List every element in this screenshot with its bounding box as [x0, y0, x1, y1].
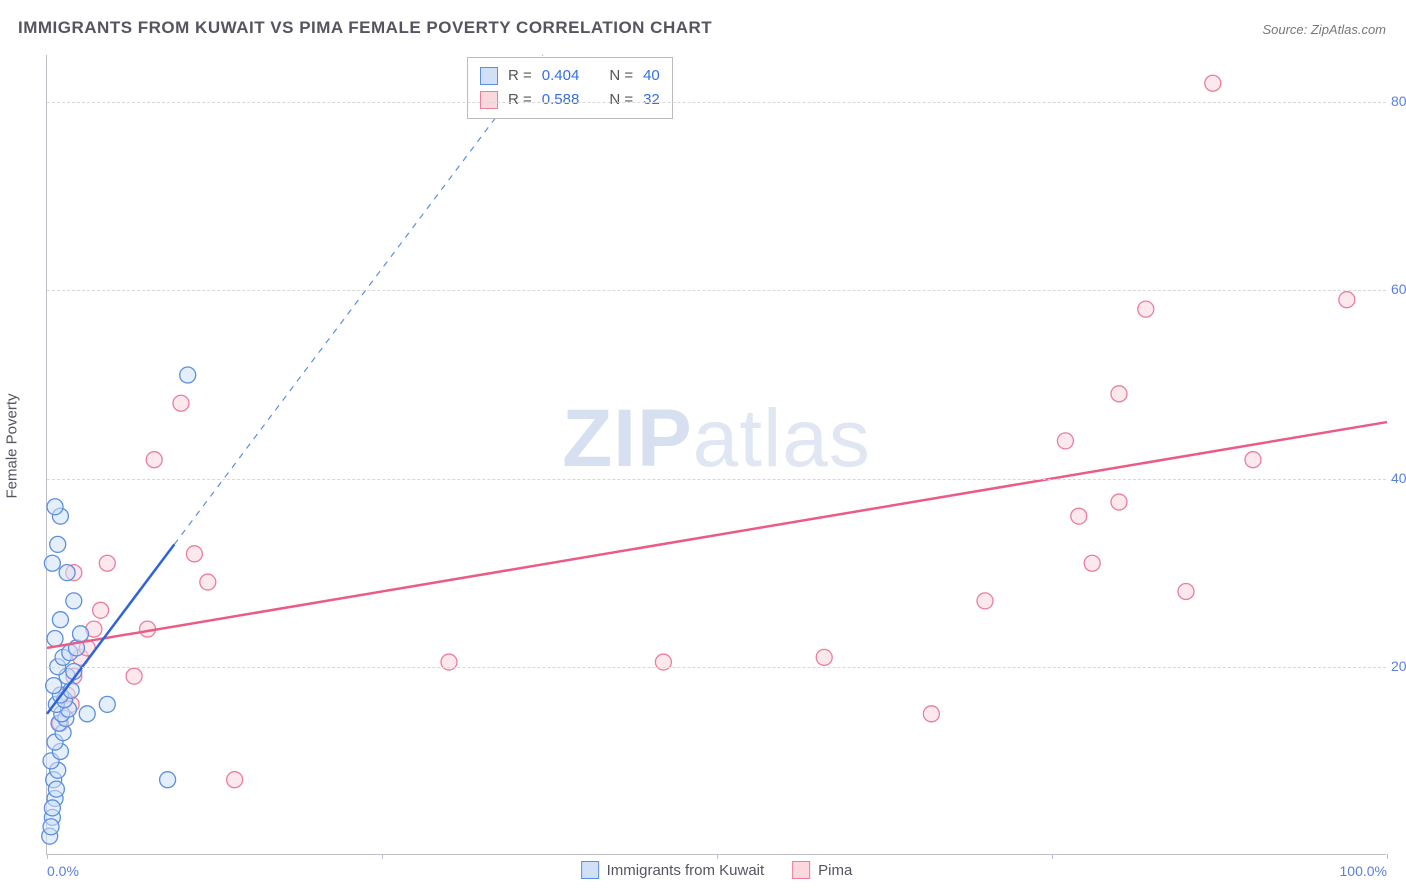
gridline [47, 102, 1386, 103]
data-point [160, 772, 176, 788]
data-point [47, 631, 63, 647]
x-tick-label: 100.0% [1340, 863, 1387, 879]
y-axis-label: Female Poverty [4, 393, 21, 498]
data-point [48, 781, 64, 797]
data-point [79, 706, 95, 722]
chart-title: IMMIGRANTS FROM KUWAIT VS PIMA FEMALE PO… [18, 18, 712, 38]
data-point [1057, 433, 1073, 449]
data-point [44, 555, 60, 571]
trend-line-pima [47, 422, 1387, 648]
n-label: N = [609, 88, 633, 112]
data-point [59, 565, 75, 581]
legend-row-kuwait: R = 0.404 N = 40 [480, 64, 660, 88]
x-tick-label: 0.0% [47, 863, 79, 879]
n-label: N = [609, 64, 633, 88]
r-value-kuwait: 0.404 [542, 64, 580, 88]
data-point [52, 612, 68, 628]
data-point [99, 696, 115, 712]
trend-extrapolation-kuwait [174, 55, 543, 544]
legend-label-kuwait: Immigrants from Kuwait [607, 862, 765, 879]
legend-item-kuwait: Immigrants from Kuwait [581, 861, 765, 879]
x-tick-mark [1387, 854, 1388, 859]
legend-item-pima: Pima [792, 861, 852, 879]
source-attribution: Source: ZipAtlas.com [1262, 22, 1386, 37]
data-point [66, 593, 82, 609]
x-tick-mark [717, 854, 718, 859]
data-point [1111, 494, 1127, 510]
swatch-pink-icon [480, 91, 498, 109]
chart-plot-area: ZIPatlas R = 0.404 N = 40 R = 0.588 N = … [46, 55, 1386, 855]
data-point [47, 499, 63, 515]
data-point [180, 367, 196, 383]
legend-row-pima: R = 0.588 N = 32 [480, 88, 660, 112]
y-tick-label: 20.0% [1391, 658, 1406, 674]
x-tick-mark [382, 854, 383, 859]
swatch-pink-icon [792, 861, 810, 879]
data-point [227, 772, 243, 788]
data-point [1138, 301, 1154, 317]
data-point [46, 678, 62, 694]
x-tick-mark [47, 854, 48, 859]
n-value-kuwait: 40 [643, 64, 660, 88]
legend-label-pima: Pima [818, 862, 852, 879]
data-point [126, 668, 142, 684]
data-point [44, 800, 60, 816]
data-point [99, 555, 115, 571]
data-point [1111, 386, 1127, 402]
gridline [47, 479, 1386, 480]
data-point [1178, 583, 1194, 599]
data-point [173, 395, 189, 411]
gridline [47, 667, 1386, 668]
gridline [47, 290, 1386, 291]
data-point [43, 819, 59, 835]
n-value-pima: 32 [643, 88, 660, 112]
swatch-blue-icon [581, 861, 599, 879]
data-point [50, 536, 66, 552]
scatter-svg [47, 55, 1386, 854]
data-point [977, 593, 993, 609]
data-point [146, 452, 162, 468]
y-tick-label: 40.0% [1391, 470, 1406, 486]
data-point [1084, 555, 1100, 571]
data-point [816, 649, 832, 665]
y-tick-label: 60.0% [1391, 281, 1406, 297]
data-point [1339, 292, 1355, 308]
data-point [1205, 75, 1221, 91]
r-label: R = [508, 88, 532, 112]
data-point [1071, 508, 1087, 524]
y-tick-label: 80.0% [1391, 93, 1406, 109]
correlation-legend: R = 0.404 N = 40 R = 0.588 N = 32 [467, 57, 673, 119]
data-point [1245, 452, 1261, 468]
r-value-pima: 0.588 [542, 88, 580, 112]
r-label: R = [508, 64, 532, 88]
x-tick-mark [1052, 854, 1053, 859]
data-point [200, 574, 216, 590]
swatch-blue-icon [480, 67, 498, 85]
data-point [923, 706, 939, 722]
series-legend: Immigrants from Kuwait Pima [581, 861, 853, 879]
data-point [73, 626, 89, 642]
data-point [93, 602, 109, 618]
data-point [186, 546, 202, 562]
